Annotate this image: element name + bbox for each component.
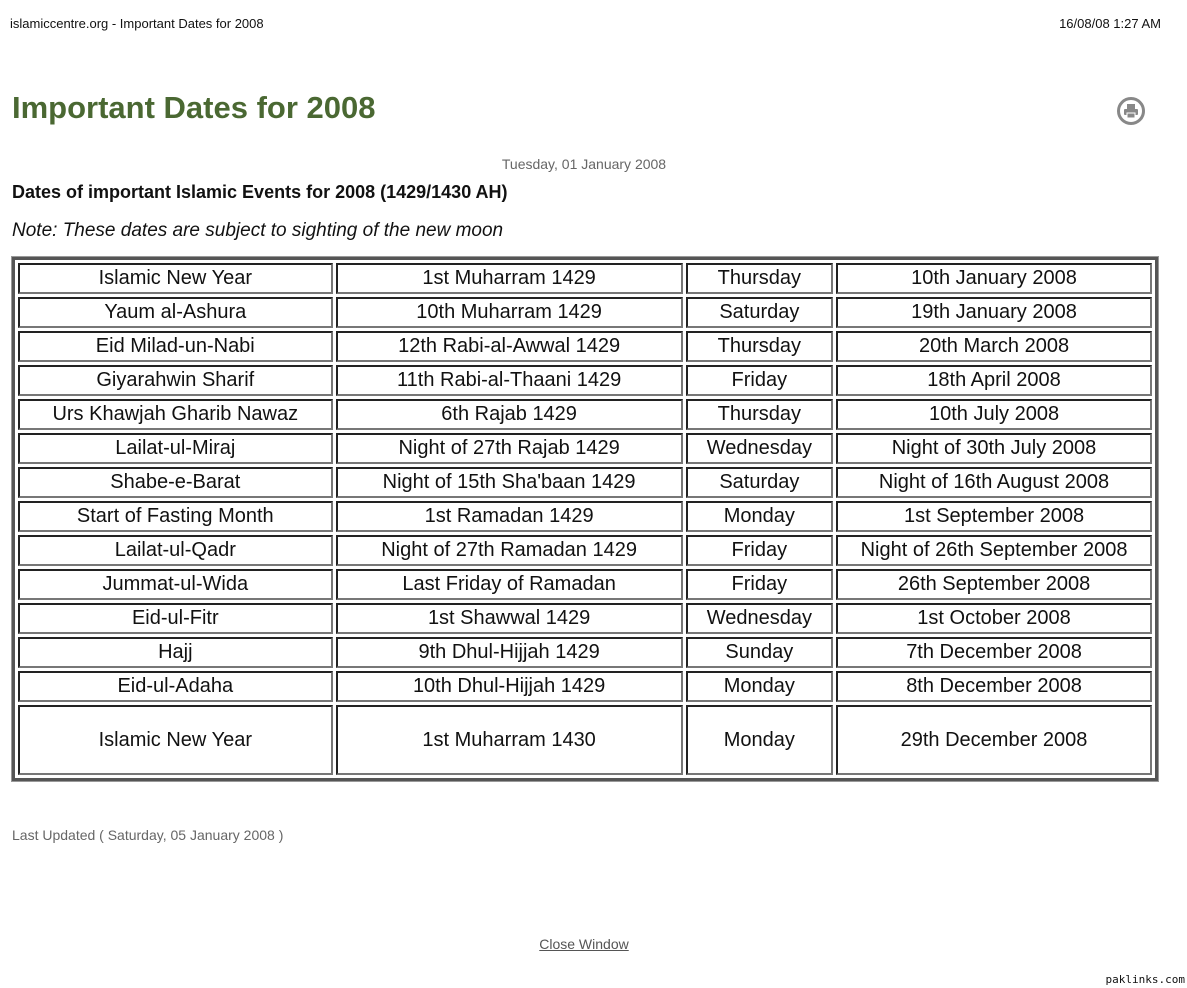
weekday-cell: Friday <box>685 365 834 396</box>
event-name-cell: Yaum al-Ashura <box>18 297 333 328</box>
event-name-cell: Eid-ul-Fitr <box>18 603 333 634</box>
event-name-cell: Shabe-e-Barat <box>18 467 333 498</box>
event-name-cell: Islamic New Year <box>18 705 333 775</box>
event-name-cell: Islamic New Year <box>18 263 333 294</box>
gregorian-date-cell: Night of 30th July 2008 <box>836 433 1152 464</box>
gregorian-date-cell: 10th July 2008 <box>836 399 1152 430</box>
hijri-date-cell: 11th Rabi-al-Thaani 1429 <box>335 365 683 396</box>
weekday-cell: Saturday <box>685 467 834 498</box>
table-row: Lailat-ul-Qadr Night of 27th Ramadan 1429… <box>18 535 1152 566</box>
table-row: Lailat-ul-Miraj Night of 27th Rajab 1429 W… <box>18 433 1152 464</box>
table-row: Eid Milad-un-Nabi 12th Rabi-al-Awwal 1429… <box>18 331 1152 362</box>
table-row: Islamic New Year 1st Muharram 1430 Monday 2… <box>18 705 1152 775</box>
gregorian-date-cell: 8th December 2008 <box>836 671 1152 702</box>
gregorian-date-cell: 26th September 2008 <box>836 569 1152 600</box>
event-name-cell: Hajj <box>18 637 333 668</box>
article-subtitle: Dates of important Islamic Events for 20… <box>12 182 508 202</box>
weekday-cell: Monday <box>685 705 834 775</box>
created-date: Tuesday, 01 January 2008 <box>501 156 667 172</box>
last-updated: Last Updated ( Saturday, 05 January 2008… <box>12 827 284 843</box>
printer-icon <box>1124 104 1138 119</box>
weekday-cell: Thursday <box>685 263 834 294</box>
weekday-cell: Friday <box>685 569 834 600</box>
table-row: Jummat-ul-Wida Last Friday of Ramadan Frid… <box>18 569 1152 600</box>
hijri-date-cell: Night of 27th Ramadan 1429 <box>335 535 683 566</box>
table-row: Islamic New Year 1st Muharram 1429 Thursda… <box>18 263 1152 294</box>
gregorian-date-cell: Night of 16th August 2008 <box>836 467 1152 498</box>
hijri-date-cell: Night of 27th Rajab 1429 <box>335 433 683 464</box>
gregorian-date-cell: 20th March 2008 <box>836 331 1152 362</box>
event-name-cell: Lailat-ul-Qadr <box>18 535 333 566</box>
footer-watermark: paklinks.com <box>1105 973 1185 986</box>
hijri-date-cell: 9th Dhul-Hijjah 1429 <box>335 637 683 668</box>
gregorian-date-cell: 18th April 2008 <box>836 365 1152 396</box>
gregorian-date-cell: 10th January 2008 <box>836 263 1152 294</box>
print-button[interactable] <box>1117 97 1145 125</box>
hijri-date-cell: 1st Shawwal 1429 <box>335 603 683 634</box>
weekday-cell: Thursday <box>685 331 834 362</box>
events-table: Islamic New Year 1st Muharram 1429 Thursda… <box>11 256 1159 782</box>
event-name-cell: Eid Milad-un-Nabi <box>18 331 333 362</box>
hijri-date-cell: 1st Ramadan 1429 <box>335 501 683 532</box>
hijri-date-cell: 1st Muharram 1429 <box>335 263 683 294</box>
gregorian-date-cell: 29th December 2008 <box>836 705 1152 775</box>
hijri-date-cell: 12th Rabi-al-Awwal 1429 <box>335 331 683 362</box>
weekday-cell: Wednesday <box>685 433 834 464</box>
weekday-cell: Monday <box>685 671 834 702</box>
table-row: Urs Khawjah Gharib Nawaz 6th Rajab 1429 Th… <box>18 399 1152 430</box>
weekday-cell: Thursday <box>685 399 834 430</box>
weekday-cell: Wednesday <box>685 603 834 634</box>
gregorian-date-cell: 19th January 2008 <box>836 297 1152 328</box>
hijri-date-cell: 10th Dhul-Hijjah 1429 <box>335 671 683 702</box>
event-name-cell: Giyarahwin Sharif <box>18 365 333 396</box>
hijri-date-cell: 6th Rajab 1429 <box>335 399 683 430</box>
gregorian-date-cell: 1st September 2008 <box>836 501 1152 532</box>
table-row: Eid-ul-Adaha 10th Dhul-Hijjah 1429 Monday 8… <box>18 671 1152 702</box>
event-name-cell: Lailat-ul-Miraj <box>18 433 333 464</box>
hijri-date-cell: Night of 15th Sha'baan 1429 <box>335 467 683 498</box>
hijri-date-cell: 1st Muharram 1430 <box>335 705 683 775</box>
event-name-cell: Urs Khawjah Gharib Nawaz <box>18 399 333 430</box>
weekday-cell: Friday <box>685 535 834 566</box>
event-name-cell: Start of Fasting Month <box>18 501 333 532</box>
weekday-cell: Saturday <box>685 297 834 328</box>
table-row: Giyarahwin Sharif 11th Rabi-al-Thaani 142… <box>18 365 1152 396</box>
close-window-link[interactable]: Close Window <box>539 936 629 952</box>
table-row: Hajj 9th Dhul-Hijjah 1429 Sunday 7th Decemb… <box>18 637 1152 668</box>
print-header-title: islamiccentre.org - Important Dates for … <box>10 16 264 31</box>
table-row: Start of Fasting Month 1st Ramadan 1429 Mo… <box>18 501 1152 532</box>
hijri-date-cell: Last Friday of Ramadan <box>335 569 683 600</box>
gregorian-date-cell: 1st October 2008 <box>836 603 1152 634</box>
page-title: Important Dates for 2008 <box>12 90 376 125</box>
gregorian-date-cell: 7th December 2008 <box>836 637 1152 668</box>
table-row: Yaum al-Ashura 10th Muharram 1429 Saturday… <box>18 297 1152 328</box>
gregorian-date-cell: Night of 26th September 2008 <box>836 535 1152 566</box>
hijri-date-cell: 10th Muharram 1429 <box>335 297 683 328</box>
table-row: Eid-ul-Fitr 1st Shawwal 1429 Wednesday 1st … <box>18 603 1152 634</box>
print-header-timestamp: 16/08/08 1:27 AM <box>1059 16 1161 31</box>
event-name-cell: Eid-ul-Adaha <box>18 671 333 702</box>
weekday-cell: Sunday <box>685 637 834 668</box>
weekday-cell: Monday <box>685 501 834 532</box>
moon-sighting-note: Note: These dates are subject to sightin… <box>12 220 504 241</box>
table-row: Shabe-e-Barat Night of 15th Sha'baan 1429… <box>18 467 1152 498</box>
event-name-cell: Jummat-ul-Wida <box>18 569 333 600</box>
